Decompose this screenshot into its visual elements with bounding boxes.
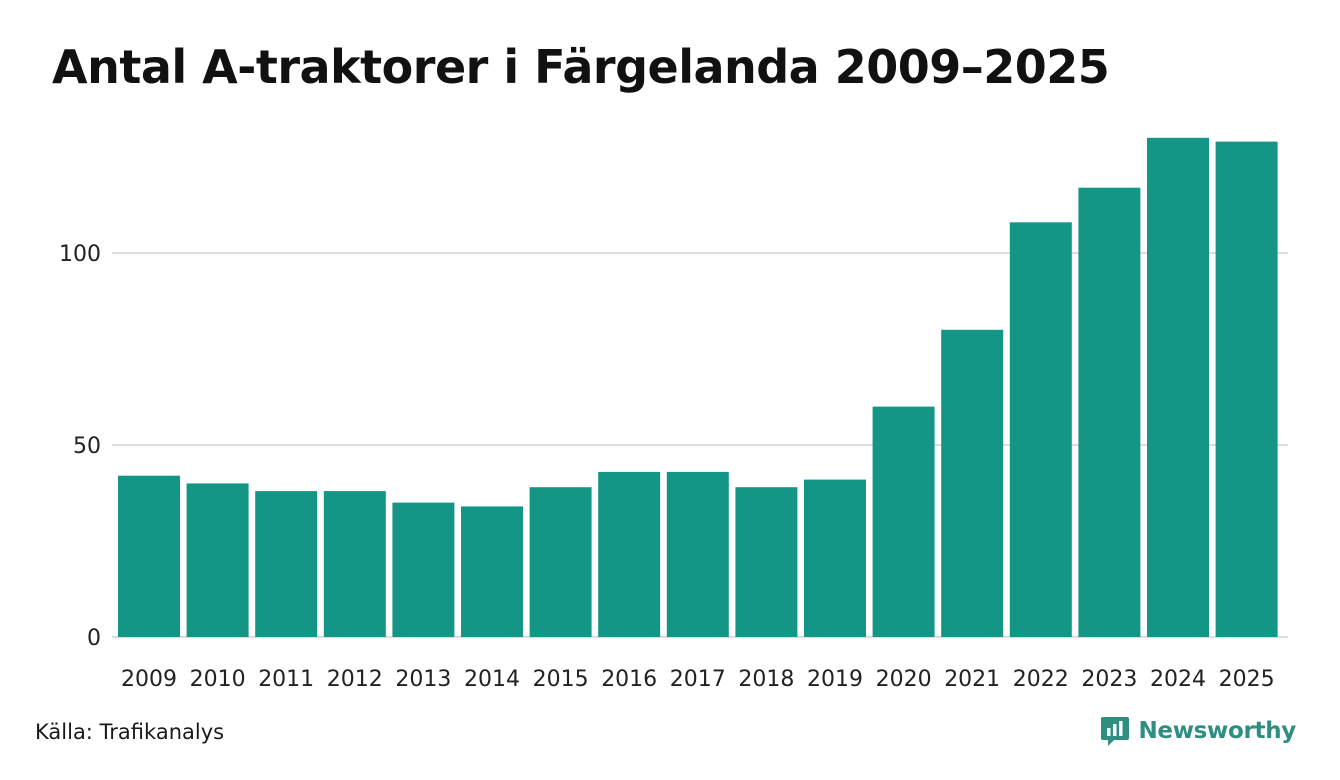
y-tick-label: 100	[59, 242, 101, 267]
x-tick-label: 2015	[533, 667, 589, 692]
x-tick-label: 2025	[1219, 667, 1275, 692]
x-tick-label: 2023	[1081, 667, 1137, 692]
bar-2010	[186, 483, 249, 637]
newsworthy-logo-icon	[1101, 717, 1130, 746]
x-tick-label: 2012	[327, 667, 383, 692]
bar-2021	[941, 329, 1004, 637]
bar-2019	[804, 479, 866, 637]
bar-2014	[461, 506, 523, 637]
bar-2011	[255, 491, 318, 637]
x-tick-label: 2016	[601, 667, 657, 692]
source-note: Källa: Trafikanalys	[35, 720, 225, 744]
x-tick-label: 2013	[395, 667, 451, 692]
bar-2022	[1009, 222, 1072, 638]
bar-2016	[598, 471, 661, 637]
bar-2015	[529, 487, 592, 637]
x-tick-label: 2024	[1150, 667, 1206, 692]
y-axis-ticks: 0 50 100	[59, 242, 101, 651]
bar-2012	[323, 491, 386, 637]
x-tick-label: 2019	[807, 667, 863, 692]
x-tick-label: 2011	[258, 667, 314, 692]
y-tick-label: 50	[73, 434, 101, 459]
bar-2025	[1215, 141, 1278, 637]
bar-2023	[1078, 187, 1141, 637]
x-tick-label: 2017	[670, 667, 726, 692]
x-tick-label: 2010	[190, 667, 246, 692]
bar-2017	[666, 471, 729, 637]
x-tick-label: 2021	[944, 667, 1000, 692]
bar-2024	[1147, 137, 1209, 638]
chart-title: Antal A-traktorer i Färgelanda 2009–2025	[52, 40, 1110, 94]
x-tick-label: 2009	[121, 667, 177, 692]
bars	[118, 137, 1278, 638]
brand-logo: Newsworthy	[1100, 714, 1296, 748]
x-tick-label: 2020	[876, 667, 932, 692]
x-tick-label: 2022	[1013, 667, 1069, 692]
bar-2009	[118, 475, 180, 637]
y-tick-label: 0	[87, 626, 101, 651]
x-axis-ticks: 2009 2010 2011 2012 2013 2014 2015 2016 2017 2018…	[121, 667, 1275, 692]
x-tick-label: 2018	[738, 667, 794, 692]
bar-2018	[735, 487, 798, 637]
bar-2013	[392, 502, 455, 637]
x-tick-label: 2014	[464, 667, 520, 692]
bar-2020	[872, 406, 935, 637]
brand-name: Newsworthy	[1138, 718, 1296, 744]
